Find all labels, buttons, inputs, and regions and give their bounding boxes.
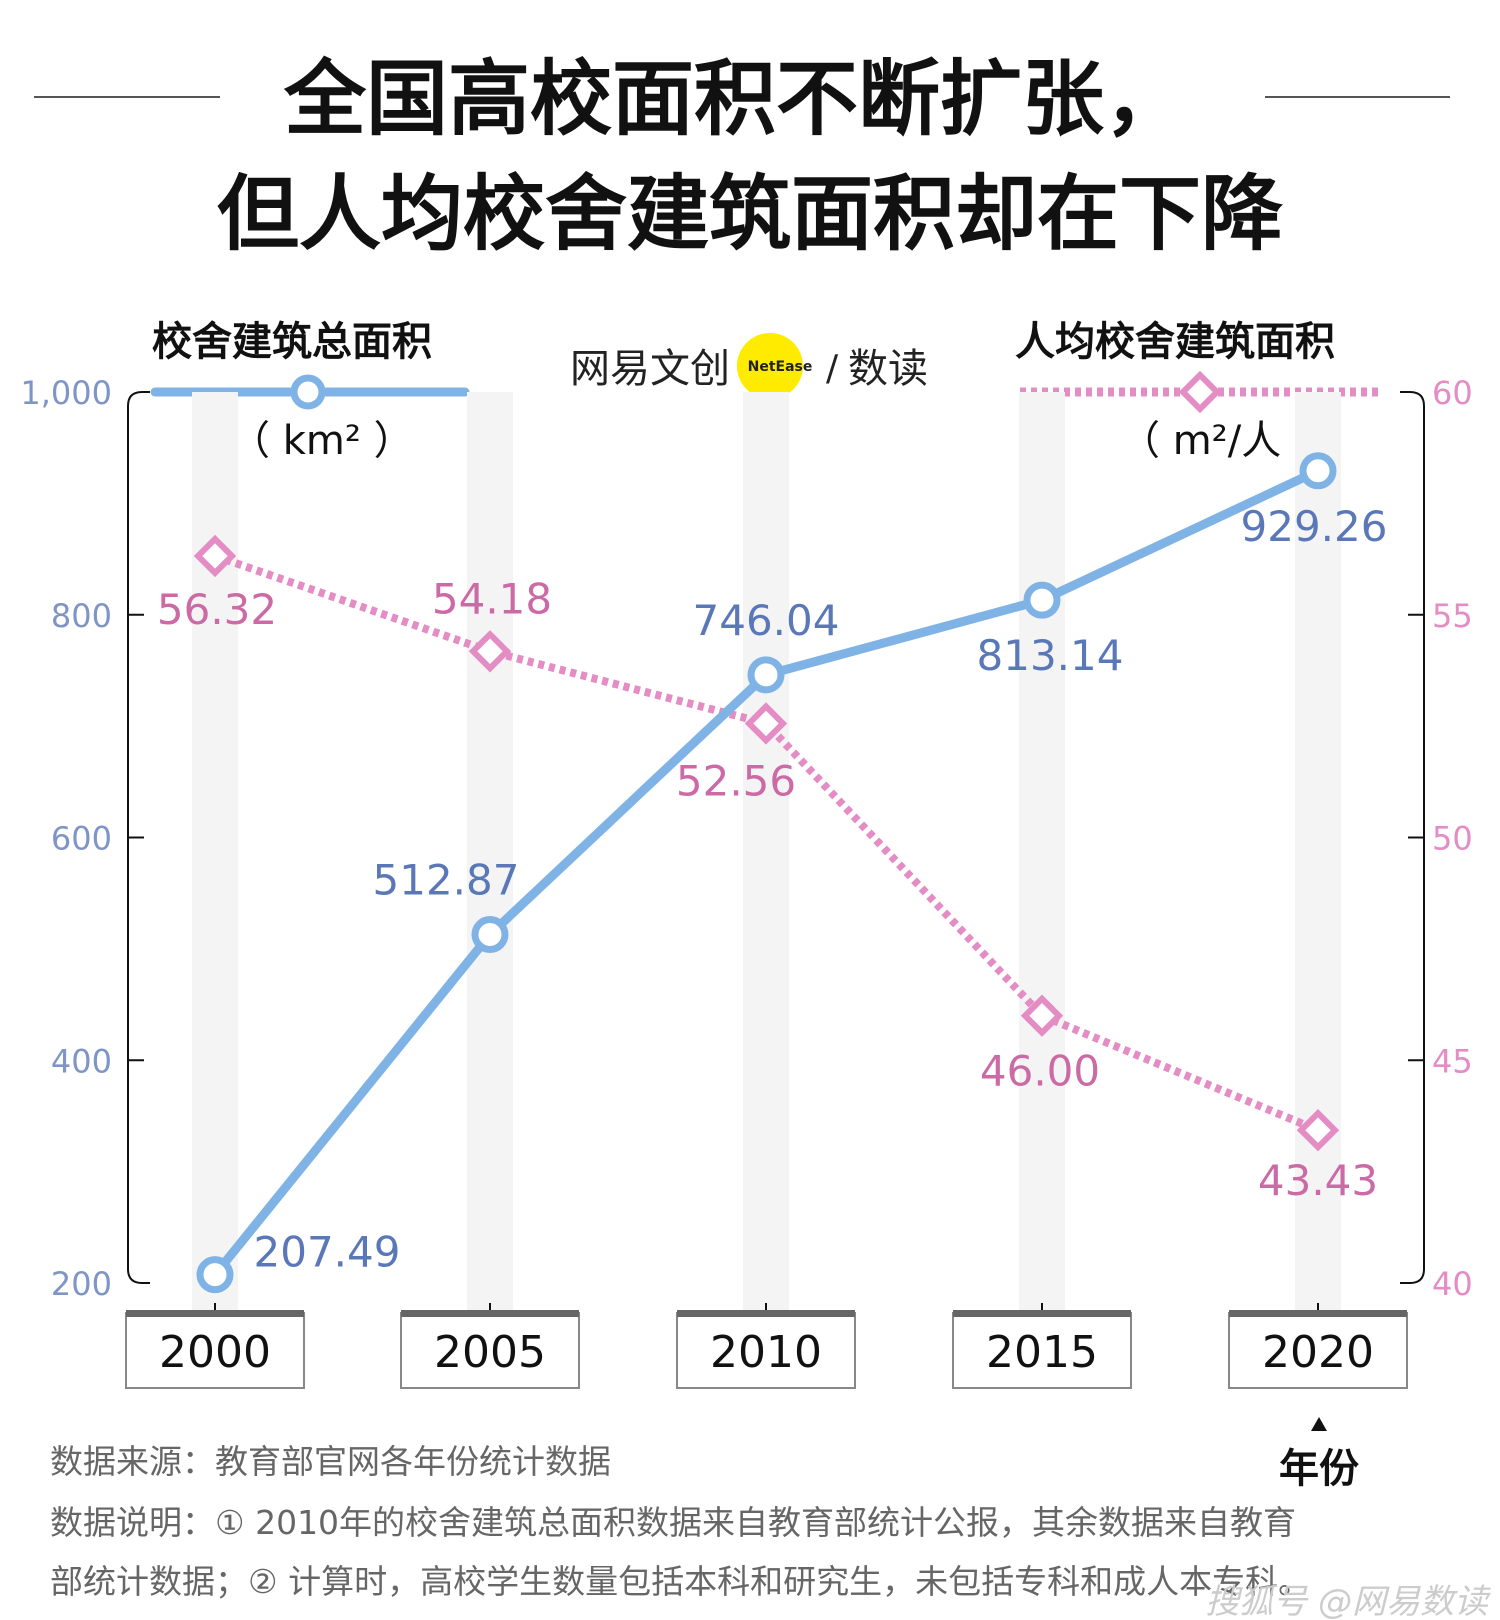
logo-badge: NetEase — [748, 359, 813, 375]
y-left-tick-label: 1,000 — [20, 374, 112, 412]
label-per-capita-2020: 43.43 — [1258, 1156, 1378, 1205]
x-tick-label-2000: 2000 — [159, 1327, 271, 1378]
label-per-capita-2010: 52.56 — [676, 756, 796, 805]
axis-ticks: 200 400 600 800 1,000 40 45 50 55 60 — [20, 374, 1472, 1303]
column-bands — [192, 392, 1341, 1313]
y-right-tick-label: 40 — [1432, 1265, 1473, 1303]
label-per-capita-2005: 54.18 — [432, 574, 552, 623]
y-left-tick-label: 800 — [51, 597, 112, 635]
y-left-tick-label: 400 — [51, 1042, 112, 1080]
footer-source: 数据来源：教育部官网各年份统计数据 — [50, 1442, 611, 1481]
footer-note-line1: 数据说明：① 2010年的校舍建筑总面积数据来自教育部统计公报，其余数据来自教育 — [50, 1503, 1296, 1542]
x-tick-box-cap-2015 — [953, 1310, 1131, 1317]
logo-slash: / — [826, 348, 839, 389]
data-labels: 207.49 512.87 746.04 813.14 929.26 56.32 54.18… — [157, 502, 1388, 1277]
column-band-2015 — [1019, 392, 1065, 1313]
x-tick-label-2020: 2020 — [1262, 1327, 1374, 1378]
logo: 网易文创 NetEase / 数读 — [570, 333, 928, 399]
y-left-tick-label: 200 — [51, 1265, 112, 1303]
point-area-2010 — [747, 656, 785, 694]
x-axis-year-boxes: 2000 2005 2010 2015 2020 — [125, 1303, 1408, 1389]
legend-per-capita-marker — [1178, 370, 1222, 414]
x-tick-box-cap-2020 — [1229, 1310, 1407, 1317]
x-tick-label-2010: 2010 — [710, 1327, 822, 1378]
watermark: 搜狐号 @网易数读 — [1205, 1582, 1491, 1620]
x-tick-box-2005 — [400, 1312, 580, 1389]
label-area-2005: 512.87 — [373, 856, 520, 905]
label-area-2020: 929.26 — [1241, 502, 1388, 551]
chart-title-line2: 但人均校舍建筑面积却在下降 — [217, 167, 1283, 262]
column-band-2020 — [1295, 392, 1341, 1313]
column-band-2005 — [467, 392, 513, 1313]
x-tick-box-cap-2000 — [126, 1310, 304, 1317]
series — [193, 452, 1340, 1294]
y-left-tick-label: 600 — [51, 820, 112, 858]
y-right-tick-label: 45 — [1432, 1042, 1473, 1080]
point-area-2015 — [1023, 581, 1061, 619]
x-tick-box-2020 — [1228, 1312, 1408, 1389]
footer-note-line2: 部统计数据；② 计算时，高校学生数量包括本科和研究生，未包括专科和成人本专科。 — [50, 1562, 1311, 1601]
column-band-2000 — [192, 392, 238, 1313]
legend-area-marker — [290, 374, 326, 410]
logo-brand: 网易文创 — [570, 346, 730, 392]
x-tick-box-cap-2005 — [401, 1310, 579, 1317]
x-tick-box-2000 — [125, 1312, 305, 1389]
point-per-capita-2005 — [468, 630, 512, 673]
x-tick-box-cap-2010 — [677, 1310, 855, 1317]
column-band-2010 — [743, 392, 789, 1313]
logo-dot-icon — [737, 333, 803, 399]
x-axis-label: 年份 — [1279, 1446, 1359, 1492]
legend-right-name: 人均校舍建筑面积 — [1015, 319, 1335, 365]
x-axis-arrow-icon — [1311, 1417, 1327, 1431]
x-tick-label-2005: 2005 — [434, 1327, 546, 1378]
point-per-capita-2015 — [1020, 994, 1064, 1037]
legend-left-name: 校舍建筑总面积 — [152, 319, 432, 365]
label-area-2000: 207.49 — [254, 1228, 401, 1277]
point-area-2020 — [1299, 452, 1337, 490]
logo-sub: 数读 — [848, 346, 928, 392]
point-per-capita-2010 — [744, 702, 788, 745]
x-tick-box-2010 — [676, 1312, 856, 1389]
label-area-2015: 813.14 — [977, 631, 1124, 680]
chart-title-line1: 全国高校面积不断扩张， — [283, 52, 1186, 147]
label-per-capita-2000: 56.32 — [157, 585, 277, 634]
label-per-capita-2015: 46.00 — [980, 1047, 1100, 1096]
point-area-2005 — [471, 916, 509, 954]
label-area-2010: 746.04 — [693, 596, 840, 645]
y-right-tick-label: 50 — [1432, 820, 1473, 858]
point-per-capita-2020 — [1296, 1108, 1340, 1152]
legend-left-unit: （ km² ） — [230, 418, 414, 464]
point-area-2000 — [196, 1256, 234, 1294]
y-right-tick-label: 55 — [1432, 597, 1473, 635]
x-tick-box-2015 — [952, 1312, 1132, 1389]
y-right-tick-label: 60 — [1432, 374, 1473, 412]
point-per-capita-2000 — [193, 534, 237, 578]
x-tick-label-2015: 2015 — [986, 1327, 1098, 1378]
